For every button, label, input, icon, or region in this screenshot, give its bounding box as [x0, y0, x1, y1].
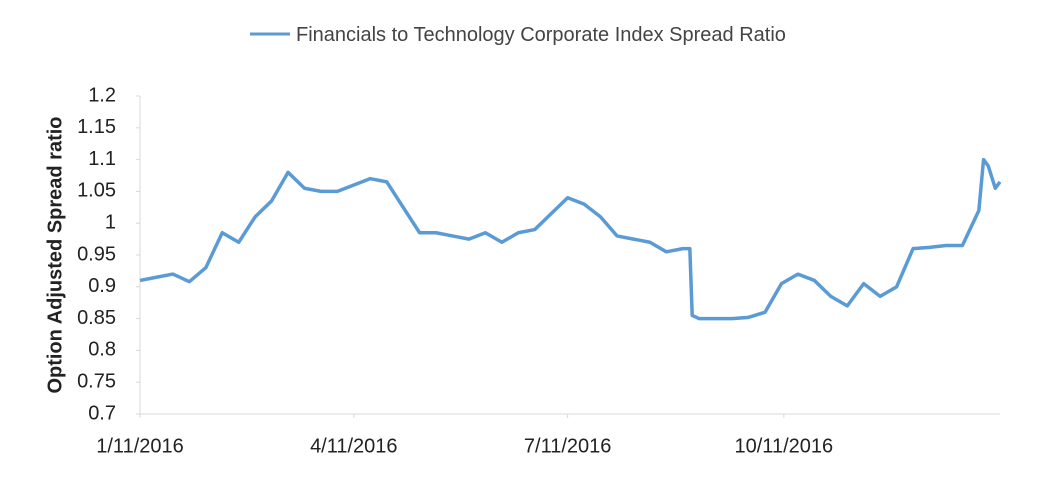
- y-tick-label: 0.8: [88, 339, 116, 361]
- y-tick-label: 0.85: [77, 307, 116, 329]
- y-tick-label: 1.1: [88, 148, 116, 170]
- y-tick-label: 1.2: [88, 84, 116, 106]
- y-tick-label: 0.9: [88, 275, 116, 297]
- x-tick-label: 10/11/2016: [735, 435, 834, 457]
- legend-label: Financials to Technology Corporate Index…: [296, 24, 786, 46]
- y-tick-label: 1.05: [77, 180, 116, 202]
- y-axis-label: Option Adjusted Spread ratio: [44, 116, 66, 393]
- y-tick-label: 0.95: [77, 243, 116, 265]
- series-line: [139, 157, 1002, 321]
- y-tick-label: 0.75: [77, 370, 116, 392]
- x-tick-label: 7/11/2016: [524, 435, 612, 457]
- x-tick-label: 1/11/2016: [96, 435, 184, 457]
- y-tick-label: 0.7: [88, 402, 116, 424]
- y-tick-label: 1: [105, 211, 116, 233]
- y-tick-label: 1.15: [77, 116, 116, 138]
- x-tick-label: 4/11/2016: [310, 435, 398, 457]
